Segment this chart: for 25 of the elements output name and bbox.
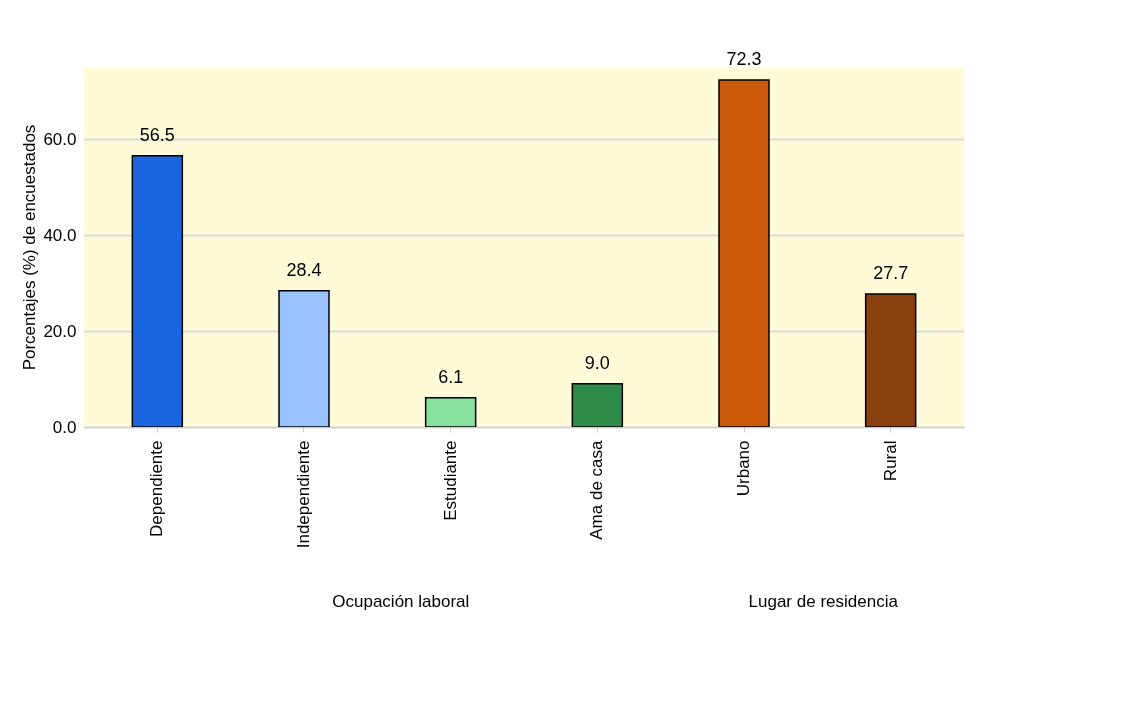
bar [131, 155, 184, 427]
y-tick-label: 40.0 [43, 225, 77, 245]
bar [864, 293, 917, 427]
data-label: 6.1 [438, 366, 464, 387]
x-tick-label: Urbano [734, 440, 753, 497]
y-tick-label: 0.0 [52, 417, 77, 437]
x-tick-label: Estudiante [440, 440, 460, 521]
data-label: 56.5 [139, 124, 175, 145]
data-label: 9.0 [584, 352, 610, 373]
text: Lugar de residencia [748, 592, 899, 611]
y-tick-label: 20.0 [43, 321, 77, 341]
bar [571, 383, 624, 427]
bar [278, 289, 330, 427]
x-tick-label: Rural [880, 440, 900, 482]
text: Ocupación laboral [332, 592, 470, 611]
data-label: 72.3 [726, 48, 762, 69]
data-label: 27.7 [873, 263, 909, 284]
y-tick-label: 60.0 [43, 129, 77, 149]
bar [718, 79, 770, 427]
data-label: 28.4 [286, 259, 322, 280]
x-tick-label: Dependiente [147, 440, 167, 537]
x-tick-label: Independiente [294, 440, 313, 549]
y-axis-title: Porcentajes (%) de encuestados [20, 124, 40, 371]
x-tick-label: Ama de casa [587, 439, 607, 540]
bar [424, 396, 477, 427]
